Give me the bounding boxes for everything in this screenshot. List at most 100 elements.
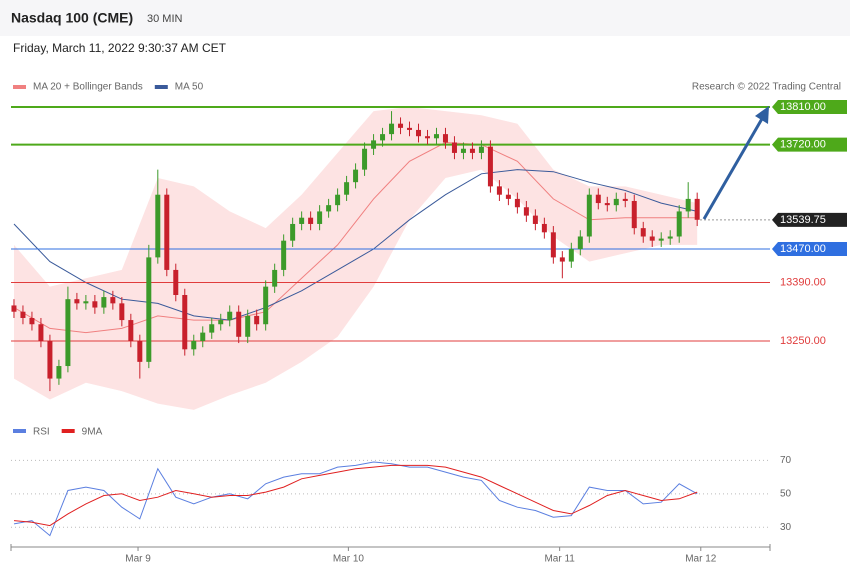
timestamp: Friday, March 11, 2022 9:30:37 AM CET — [13, 41, 227, 55]
legend-label: MA 20 + Bollinger Bands — [33, 82, 143, 93]
candle-body — [487, 146, 493, 187]
candle-body — [559, 257, 565, 262]
candle-body — [640, 228, 646, 237]
candle-body — [613, 198, 619, 206]
price-panel: MA 20 + Bollinger Bands MA 50 13810.00 1372… — [11, 82, 847, 410]
candle-body — [137, 340, 143, 362]
legend-label: RSI — [33, 427, 50, 438]
x-tick-label: Mar 10 — [333, 554, 365, 565]
candle-body — [281, 240, 287, 270]
candle-body — [398, 123, 404, 128]
candle-body — [424, 136, 430, 139]
y-tick-label: 50 — [780, 488, 792, 499]
candle-body — [353, 169, 359, 183]
level-tag — [772, 137, 847, 152]
candle-body — [317, 211, 323, 224]
candle-body — [119, 303, 125, 321]
candle-body — [433, 134, 439, 139]
moving-average — [13, 141, 698, 334]
level-label: 13810.00 — [780, 101, 826, 113]
candle-body — [676, 211, 682, 237]
candle-body — [254, 315, 260, 325]
rsi-line — [13, 464, 698, 527]
candle-body — [685, 198, 691, 212]
legend-swatch — [13, 429, 26, 433]
candle-body — [128, 320, 134, 341]
candle-body — [29, 317, 35, 325]
candle-body — [469, 148, 475, 153]
candle-body — [694, 198, 700, 220]
candle-body — [290, 223, 296, 241]
candle-body — [236, 311, 242, 337]
candle-body — [407, 127, 413, 130]
candle-body — [218, 320, 224, 325]
candle-body — [667, 236, 673, 239]
candle-body — [209, 324, 215, 333]
candle-body — [550, 232, 556, 258]
candle-body — [442, 134, 448, 143]
legend-swatch — [154, 85, 168, 89]
legend-swatch — [13, 85, 26, 89]
candle-body — [74, 299, 80, 304]
target-arrow-head — [755, 106, 769, 124]
candle-body — [658, 238, 664, 241]
x-tick-label: Mar 12 — [685, 554, 717, 565]
moving-average — [13, 169, 698, 321]
bollinger-band — [14, 107, 698, 410]
candle-body — [371, 140, 377, 149]
candle-body — [362, 148, 368, 170]
candle-body — [173, 269, 179, 295]
target-arrow — [702, 116, 765, 220]
candle-body — [56, 366, 62, 379]
candle-body — [182, 294, 188, 350]
candle-body — [595, 194, 601, 204]
candle-body — [38, 324, 44, 341]
level-tag — [772, 242, 847, 257]
candle-body — [380, 134, 386, 141]
candle-body — [460, 148, 466, 153]
header-bar — [0, 0, 850, 36]
level-label: 13470.00 — [780, 243, 826, 255]
candle-body — [523, 207, 529, 216]
candle-body — [200, 332, 206, 341]
candle-body — [11, 305, 17, 312]
candle-body — [344, 182, 350, 195]
candle-body — [263, 286, 269, 325]
candle-body — [514, 198, 520, 208]
legend-label: 9MA — [82, 427, 103, 438]
candle-body — [65, 299, 71, 367]
candle-body — [451, 142, 457, 153]
candle-body — [326, 205, 332, 212]
candle-body — [308, 217, 314, 224]
candle-body — [227, 311, 233, 321]
candle-body — [101, 297, 107, 308]
candle-body — [416, 129, 422, 137]
candle-body — [586, 194, 592, 237]
level-tag — [772, 99, 847, 114]
level-label: 13539.75 — [780, 214, 826, 226]
candle-body — [505, 194, 511, 199]
legend-swatch — [61, 429, 75, 433]
y-tick-label: 30 — [780, 522, 792, 533]
candle-body — [631, 200, 637, 229]
candle-body — [604, 203, 610, 206]
candle-body — [541, 223, 547, 233]
candle-body — [478, 146, 484, 153]
candle-body — [335, 194, 341, 206]
x-tick-label: Mar 9 — [125, 554, 151, 565]
candle-body — [568, 249, 574, 262]
rsi-panel: RSI 9MA 30 50 70 Mar 9 Mar 10 Mar 11 Mar 12 — [10, 427, 792, 565]
level-label: 13720.00 — [780, 138, 826, 150]
candle-body — [649, 236, 655, 241]
candle-body — [577, 236, 583, 250]
candle-body — [20, 311, 26, 318]
level-label: 13250.00 — [780, 335, 826, 347]
y-tick-label: 70 — [780, 455, 792, 466]
candle-body — [299, 217, 305, 224]
candle-body — [272, 269, 278, 287]
x-tick-label: Mar 11 — [544, 554, 575, 565]
candle-body — [155, 194, 161, 258]
candle-body — [47, 340, 53, 379]
candle-body — [389, 123, 395, 135]
